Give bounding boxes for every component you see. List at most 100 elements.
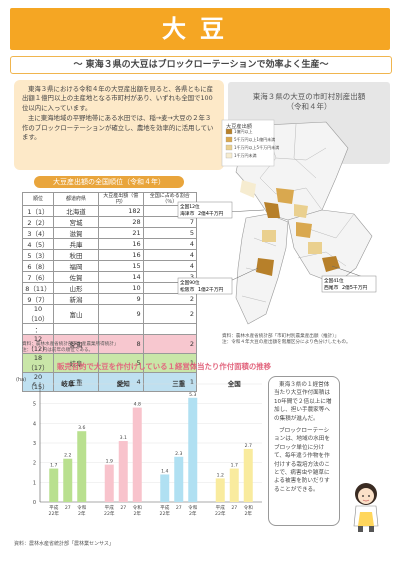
table-row: 4（5） 兵庫 16 4 bbox=[22, 238, 198, 250]
table-cell-pref bbox=[53, 323, 99, 335]
y-tick-label: 4 bbox=[33, 421, 36, 427]
table-cell-amount: 9 bbox=[98, 293, 144, 305]
legend-swatch bbox=[225, 144, 233, 151]
callout-box bbox=[321, 275, 377, 293]
header-rank: 順位 bbox=[22, 192, 54, 206]
map-title: 東海３県の大豆の市町村別産出額 （令和４年） bbox=[228, 92, 390, 112]
table-cell-pref: 宮城 bbox=[53, 216, 99, 228]
map-title-line-2: （令和４年） bbox=[286, 102, 332, 111]
bar-value-label: 1.7 bbox=[50, 463, 57, 469]
matsusaka-area bbox=[256, 258, 274, 276]
table-cell-share: 1 bbox=[142, 353, 198, 373]
callout-leader bbox=[225, 209, 265, 213]
y-tick-label: 0 bbox=[33, 500, 36, 506]
bar bbox=[188, 397, 198, 502]
bar bbox=[104, 464, 114, 502]
callout-name: 西尾市 bbox=[324, 284, 339, 291]
y-tick-label: 2 bbox=[33, 461, 36, 467]
table-cell-pref: 富山 bbox=[53, 304, 99, 324]
x-tick-label: 27 bbox=[231, 505, 237, 511]
x-tick-label: 2年 bbox=[78, 510, 86, 517]
header-amount: 大豆産出額（億円） bbox=[98, 192, 144, 206]
table-cell-pref: 愛知 bbox=[53, 334, 99, 354]
kaizu-area bbox=[264, 202, 280, 218]
legend-title: 大豆産出額 bbox=[226, 122, 252, 130]
table-cell-rank: 2（2） bbox=[22, 216, 54, 228]
x-tick-label: 2年 bbox=[133, 510, 141, 517]
callout-name: 海津市 bbox=[180, 210, 195, 217]
nishio-area bbox=[322, 256, 340, 272]
table-cell-amount: 21 bbox=[98, 227, 144, 239]
table-cell-pref: 福岡 bbox=[53, 260, 99, 272]
x-tick-label: 令和 bbox=[188, 504, 198, 511]
legend-swatch bbox=[225, 136, 233, 143]
x-tick-label: 2年 bbox=[189, 510, 197, 517]
bar-value-label: 1.4 bbox=[161, 468, 168, 474]
aichi-region bbox=[287, 209, 373, 285]
side-note-paragraph-2: ブロックローテーションは、地域の水田をブロック単位に分けて、毎年違う作物を作付け… bbox=[274, 428, 330, 493]
callout-leader bbox=[227, 267, 259, 283]
table-cell-pref: 新潟 bbox=[53, 293, 99, 305]
table-cell-share: 1 bbox=[142, 372, 198, 392]
bar bbox=[63, 458, 73, 502]
ranking-table-header: 順位 都道府県 大豆産出額（億円） 全国に占める割合（％） bbox=[22, 192, 198, 206]
intro-paragraph-1: 東海３県における令和４年の大豆産出額を見ると、各県ともに産出額１億円以上の主産地… bbox=[22, 85, 214, 112]
legend-label: 5千万円以上1億円未満 bbox=[234, 136, 275, 142]
table-row: ： bbox=[22, 323, 198, 335]
chart-title: 販売目的で大豆を作付けしている１経営体当たり作付面積の推移 bbox=[56, 362, 272, 371]
bar-value-label: 3.1 bbox=[120, 435, 127, 441]
ranking-table: 順位 都道府県 大豆産出額（億円） 全国に占める割合（％） 1（1） 北海道 182… bbox=[22, 192, 198, 392]
ranking-source: 資料：農林水産省統計部「生産農業所得統計」 bbox=[22, 342, 119, 347]
table-row: 12（12） 愛知 8 2 bbox=[22, 334, 198, 354]
table-cell-rank: 7（6） bbox=[22, 271, 54, 283]
map-note: 資料：農林水産省統計部「市町村別農業産出額（推計）」 注：令和４年大豆の産出額を… bbox=[222, 334, 398, 346]
table-cell-amount: 15 bbox=[98, 260, 144, 272]
legend-swatch bbox=[225, 128, 233, 135]
table-cell-amount: 28 bbox=[98, 216, 144, 228]
table-cell-amount: 182 bbox=[98, 205, 144, 217]
table-row: 7（6） 佐賀 14 3 bbox=[22, 271, 198, 283]
x-tick-label: 22年 bbox=[104, 510, 115, 517]
intro-box: 東海３県における令和４年の大豆産出額を見ると、各県ともに産出額１億円以上の主産地… bbox=[14, 80, 224, 170]
map-legend: 大豆産出額 1億円以上 5千万円以上1億円未満 1千万円以上5千万円未満 1千万円未満 bbox=[221, 119, 279, 167]
table-cell-rank: 10（10） bbox=[22, 304, 54, 324]
callout-box bbox=[177, 201, 233, 219]
bar bbox=[77, 431, 87, 502]
group-label: 全国 bbox=[227, 379, 242, 388]
callout-amount: 1億2千万円 bbox=[198, 286, 223, 293]
x-tick-label: 22年 bbox=[215, 510, 226, 517]
header-pref: 都道府県 bbox=[53, 192, 99, 206]
table-row: 5（3） 秋田 16 4 bbox=[22, 249, 198, 261]
legend-swatch bbox=[225, 152, 233, 159]
x-tick-label: 27 bbox=[176, 505, 182, 511]
bar bbox=[160, 474, 170, 502]
group-label: 三重 bbox=[172, 379, 186, 388]
table-cell-rank: 6（8） bbox=[22, 260, 54, 272]
table-row: 6（8） 福岡 15 4 bbox=[22, 260, 198, 272]
callout-amount: 2億5千万円 bbox=[342, 284, 367, 291]
table-cell-amount: 4 bbox=[98, 372, 144, 392]
x-tick-label: 22年 bbox=[160, 510, 171, 517]
table-cell-pref: 北海道 bbox=[53, 205, 99, 217]
intro-paragraph-2: 主に東海地域の平野地帯にある水田では、稲→麦→大豆の２年３作のブロックローテーシ… bbox=[22, 114, 214, 142]
tokai-map: 大豆産出額 1億円以上 5千万円以上1億円未満 1千万円以上5千万円未満 1千万円未満… bbox=[177, 119, 377, 325]
legend-label: 1千万円未満 bbox=[234, 152, 257, 158]
page-subtitle: ～ 東海３県の大豆はブロックローテーションで効率よく生産～ bbox=[10, 56, 392, 74]
table-cell-amount: 10 bbox=[98, 282, 144, 294]
y-tick-label: 3 bbox=[33, 441, 36, 447]
table-row: 3（4） 滋賀 21 5 bbox=[22, 227, 198, 239]
map-title-line-1: 東海３県の大豆の市町村別産出額 bbox=[252, 92, 366, 101]
table-cell-amount: 16 bbox=[98, 249, 144, 261]
table-row: 8（11）山形103 bbox=[22, 282, 198, 294]
bar bbox=[229, 468, 239, 502]
table-cell-pref: 秋田 bbox=[53, 249, 99, 261]
table-cell-rank: 18（17） bbox=[22, 353, 54, 373]
x-tick-label: 平成 bbox=[216, 504, 226, 511]
footer-source: 資料：農林水産省統計部「農林業センサス」 bbox=[14, 541, 114, 547]
bar-value-label: 5.3 bbox=[189, 392, 196, 398]
bar-value-label: 3.6 bbox=[78, 425, 85, 431]
x-tick-label: 令和 bbox=[244, 504, 254, 511]
table-cell-rank: ： bbox=[22, 323, 54, 335]
group-label: 岐阜 bbox=[61, 379, 75, 388]
callout-rank: 全国90位 bbox=[180, 279, 200, 286]
